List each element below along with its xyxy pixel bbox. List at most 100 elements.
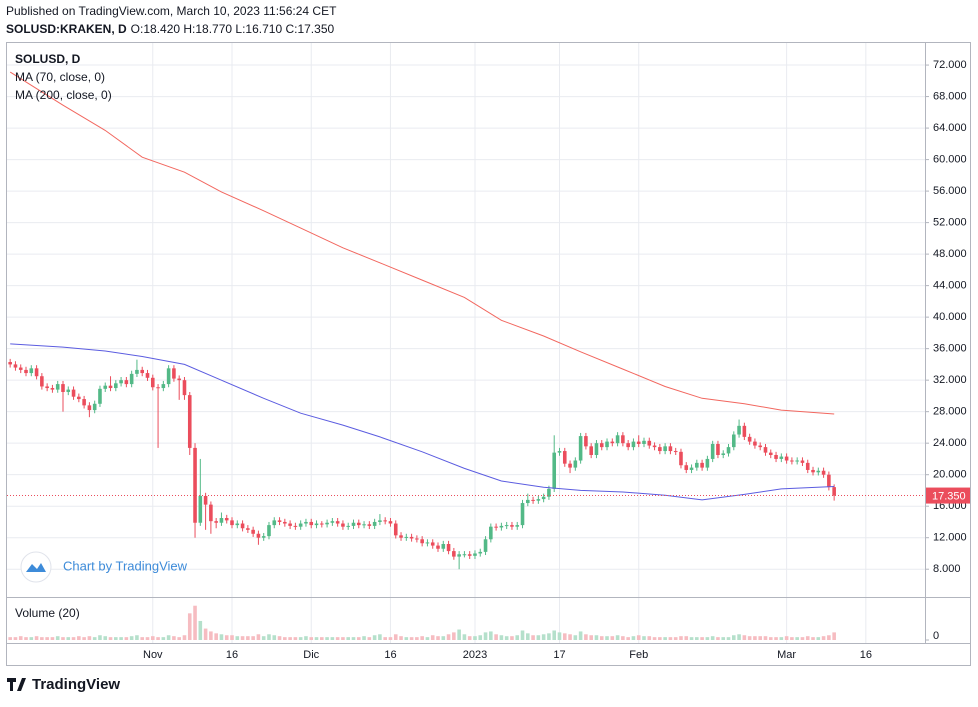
symbol-line: SOLUSD:KRAKEN, D O:18.420 H:18.770 L:16.7… <box>6 22 334 36</box>
volume-bar <box>98 635 102 640</box>
candle-body <box>103 385 108 389</box>
candle-body <box>415 538 419 540</box>
candle-body <box>631 441 636 448</box>
volume-bar <box>404 637 409 640</box>
volume-bar <box>499 635 504 640</box>
y-tick-label: 44.000 <box>933 280 967 292</box>
volume-bar <box>362 636 366 640</box>
volume-bar <box>494 634 498 640</box>
candle-body <box>832 487 836 496</box>
candle-body <box>494 526 498 528</box>
volume-bar <box>658 637 662 640</box>
candle-body <box>261 536 266 538</box>
volume-bar <box>526 633 530 640</box>
candle-body <box>811 469 815 473</box>
y-tick-label: 68.000 <box>933 90 967 102</box>
volume-bar <box>150 636 155 640</box>
candle-body <box>50 388 55 390</box>
candle-body <box>658 447 662 452</box>
watermark-badge <box>20 551 52 583</box>
candle-body <box>821 470 826 475</box>
volume-bar <box>731 635 736 640</box>
volume-bar <box>811 637 815 640</box>
volume-bar <box>309 637 314 640</box>
candle-body <box>599 443 604 448</box>
candle-body <box>393 523 398 536</box>
candle-body <box>742 425 747 437</box>
candle-body <box>240 523 245 529</box>
symbol: SOLUSD:KRAKEN, D <box>6 22 127 36</box>
candle-body <box>673 451 678 453</box>
candle-body <box>293 525 298 527</box>
candle-body <box>129 373 134 385</box>
volume-bar <box>768 637 773 640</box>
ma-line <box>9 71 835 415</box>
volume-bar <box>103 636 108 640</box>
ma-line <box>10 343 835 501</box>
candle-body <box>140 369 145 374</box>
volume-bar <box>209 631 213 640</box>
volume-bar <box>626 637 630 640</box>
candle-body <box>325 522 329 525</box>
volume-bar <box>483 632 488 640</box>
candle-body <box>320 523 324 525</box>
candle-body <box>187 395 192 448</box>
volume-bar <box>298 637 303 640</box>
volume-bar <box>510 636 514 640</box>
candle-body <box>526 499 530 504</box>
volume-bar <box>124 637 129 640</box>
candle-body <box>335 521 340 524</box>
volume-bar <box>684 636 689 640</box>
volume-bar <box>689 637 694 640</box>
volume-bar <box>679 636 683 640</box>
volume-bar <box>388 637 393 640</box>
candle-body <box>108 385 113 389</box>
volume-bar <box>314 637 319 640</box>
volume-bar <box>599 636 604 640</box>
candle-body <box>92 403 97 411</box>
candle-body <box>156 387 160 389</box>
candle-body <box>610 441 615 444</box>
candle-body <box>235 523 240 526</box>
volume-bar <box>795 637 799 640</box>
candle-body <box>737 425 741 435</box>
volume-bar <box>652 637 657 640</box>
volume-bar <box>515 635 520 640</box>
volume-bar <box>615 635 620 640</box>
logo-icon <box>7 678 26 691</box>
candle-body <box>684 465 689 470</box>
candle-body <box>747 436 752 442</box>
volume-bar <box>737 634 741 640</box>
candle-body <box>124 380 129 385</box>
volume-bar <box>114 637 118 640</box>
candle-body <box>446 544 451 552</box>
volume-bar <box>705 637 710 640</box>
volume-bar <box>790 637 794 640</box>
last-price-tag <box>926 487 970 504</box>
candle-body <box>82 399 86 406</box>
candle-body <box>695 462 699 468</box>
volume-bar <box>367 637 372 640</box>
candle-body <box>436 545 440 549</box>
volume-bar <box>700 637 704 640</box>
volume-bar <box>827 635 831 640</box>
volume-bar <box>721 637 726 640</box>
candle-body <box>552 452 557 489</box>
volume-bar <box>473 636 477 640</box>
candle-body <box>378 520 382 522</box>
volume-bar <box>557 632 562 640</box>
candle-body <box>198 495 203 523</box>
volume-bar <box>378 634 382 640</box>
candle-body <box>531 499 535 501</box>
candle-body <box>13 364 18 368</box>
candle-body <box>721 453 726 455</box>
y-tick-label: 20.000 <box>933 469 967 481</box>
volume-bar <box>145 637 150 640</box>
volume-bar <box>578 631 583 640</box>
candle-body <box>24 369 28 374</box>
volume-bar <box>135 635 139 640</box>
candle-body <box>452 551 456 557</box>
volume-bar <box>40 637 44 640</box>
candle-body <box>114 383 118 389</box>
volume-bar <box>784 636 789 640</box>
